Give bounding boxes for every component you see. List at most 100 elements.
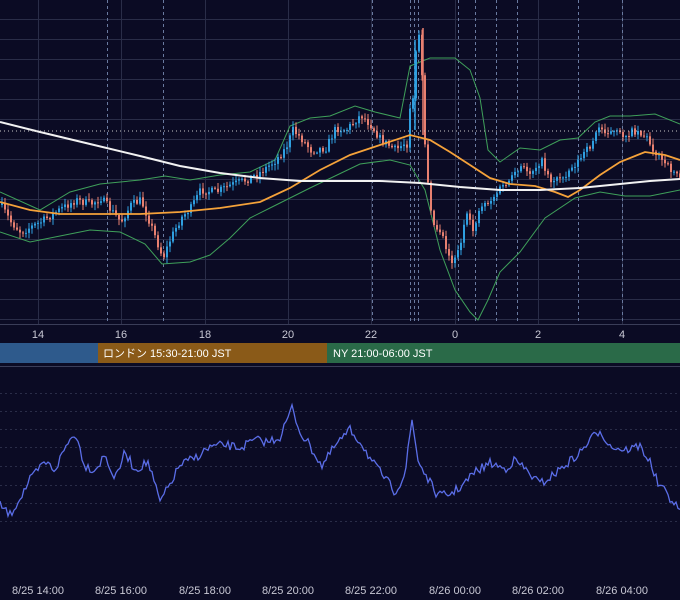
candle-body <box>649 136 651 145</box>
candle <box>592 137 594 152</box>
candle-body <box>466 213 468 225</box>
candle-body <box>463 224 465 243</box>
candle-body <box>238 179 240 181</box>
candle-body <box>304 142 306 144</box>
candle-body <box>316 152 318 154</box>
candle-body <box>142 197 144 207</box>
candle-body <box>43 216 45 223</box>
candle <box>553 176 555 188</box>
candle-body <box>229 184 231 187</box>
candle <box>88 193 90 203</box>
candle <box>442 229 444 239</box>
candle <box>373 126 375 133</box>
candle-body <box>235 180 237 183</box>
candle <box>226 181 228 192</box>
candle <box>223 182 225 193</box>
candle <box>280 154 282 160</box>
candle-body <box>442 232 444 237</box>
time-tick-label: 8/25 18:00 <box>179 585 231 597</box>
candle <box>487 200 489 206</box>
price-tick-label: 2 <box>535 329 541 341</box>
candle-body <box>505 185 507 187</box>
candle <box>667 161 669 166</box>
candle-body <box>664 159 666 164</box>
candle-body <box>451 255 453 264</box>
candle-body <box>589 146 591 149</box>
candle <box>298 128 300 140</box>
price-tick-label: 20 <box>282 329 294 341</box>
candle <box>424 72 426 148</box>
candle <box>361 114 363 125</box>
candle-body <box>322 147 324 152</box>
candle <box>574 162 576 174</box>
candle-body <box>286 147 288 150</box>
session-ny-label: NY 21:00-06:00 JST <box>333 348 433 360</box>
candle <box>415 50 417 102</box>
candle <box>622 129 624 142</box>
candle-body <box>646 136 648 138</box>
candle <box>241 177 243 182</box>
candle <box>409 104 411 152</box>
candle <box>514 167 516 179</box>
candle-body <box>394 145 396 148</box>
candle-body <box>157 235 159 248</box>
candle <box>595 130 597 144</box>
candle <box>460 238 462 256</box>
candle <box>16 223 18 231</box>
candle <box>577 154 579 173</box>
candle <box>37 220 39 230</box>
candle <box>229 181 231 188</box>
candle-body <box>253 175 255 177</box>
candle-body <box>571 167 573 171</box>
candle-body <box>220 186 222 192</box>
candle-body <box>82 199 84 205</box>
candle <box>589 145 591 152</box>
candle-body <box>280 157 282 159</box>
candle-body <box>532 171 534 174</box>
candle <box>484 200 486 212</box>
candle-body <box>592 140 594 149</box>
candle <box>151 218 153 232</box>
candle <box>388 139 390 149</box>
candle-body <box>517 171 519 173</box>
candle-body <box>13 222 15 228</box>
candle-body <box>514 171 516 176</box>
candle <box>208 187 210 200</box>
candle-body <box>562 177 564 179</box>
candle-body <box>19 229 21 233</box>
candle <box>73 200 75 210</box>
candle <box>85 196 87 207</box>
candle-body <box>346 129 348 131</box>
candle-body <box>325 151 327 153</box>
candle-body <box>538 166 540 168</box>
bollinger-upper <box>0 57 680 211</box>
candle <box>376 125 378 139</box>
candle-body <box>256 175 258 178</box>
candle <box>568 168 570 181</box>
candle-body <box>364 118 366 120</box>
candle <box>13 220 15 231</box>
candle <box>316 151 318 155</box>
candle-body <box>262 172 264 174</box>
candle-body <box>397 145 399 149</box>
candle-body <box>529 171 531 174</box>
candle <box>319 146 321 158</box>
candle <box>232 177 234 191</box>
candle <box>304 139 306 145</box>
candle <box>520 163 522 173</box>
candle-body <box>160 247 162 254</box>
candle <box>175 224 177 237</box>
candle-body <box>406 144 408 148</box>
candle <box>463 219 465 248</box>
bollinger-lower <box>0 159 680 321</box>
time-tick-label: 8/26 02:00 <box>512 585 564 597</box>
candle <box>307 140 309 153</box>
candle-body <box>352 124 354 126</box>
candle <box>628 131 630 142</box>
candle <box>358 111 360 128</box>
candle-body <box>676 171 678 174</box>
candle <box>67 200 69 212</box>
candle-body <box>424 75 426 145</box>
candle-body <box>58 208 60 213</box>
